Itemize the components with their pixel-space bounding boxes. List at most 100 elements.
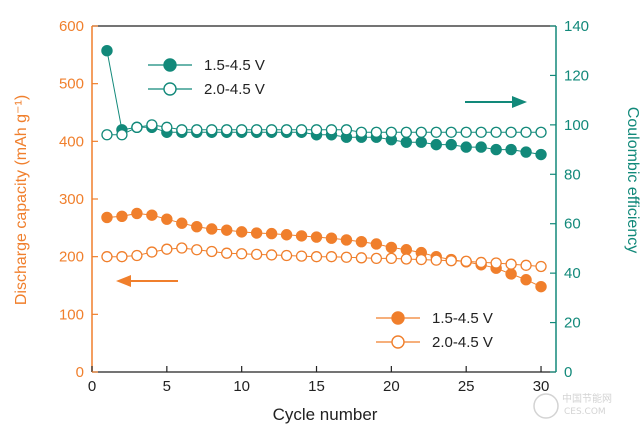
data-point xyxy=(116,210,128,223)
data-point xyxy=(280,249,293,262)
x-tick-label: 25 xyxy=(458,378,475,395)
data-point xyxy=(116,251,128,263)
x-axis-label: Cycle number xyxy=(273,405,378,424)
data-point xyxy=(191,124,203,136)
data-point xyxy=(475,141,487,153)
data-point xyxy=(325,251,338,263)
data-point xyxy=(415,136,427,148)
data-point xyxy=(236,248,248,260)
data-point xyxy=(460,126,472,138)
y-axis-left-label: Discharge capacity (mAh g⁻¹) xyxy=(13,95,30,305)
data-point xyxy=(161,121,173,133)
data-point xyxy=(445,138,457,151)
y-left-tick-label: 100 xyxy=(59,306,84,323)
data-point xyxy=(206,124,218,136)
data-point xyxy=(325,124,338,136)
data-point xyxy=(101,211,113,224)
data-point xyxy=(340,124,353,136)
data-point xyxy=(490,257,502,269)
legend-marker xyxy=(163,58,177,72)
data-point xyxy=(415,126,427,138)
data-point xyxy=(101,251,113,263)
data-point xyxy=(445,126,457,138)
data-point xyxy=(176,124,188,136)
legend-marker xyxy=(391,335,405,349)
data-marks xyxy=(101,45,547,293)
data-point xyxy=(206,245,218,258)
data-point xyxy=(191,220,203,233)
data-point xyxy=(146,246,158,258)
data-point xyxy=(385,252,398,265)
data-point xyxy=(490,143,502,156)
legend-bottom-item-1: 1.5-4.5 V xyxy=(376,310,493,327)
data-point xyxy=(520,146,532,158)
data-point xyxy=(520,259,532,271)
x-tick-label: 20 xyxy=(383,378,400,395)
legend-label: 2.0-4.5 V xyxy=(204,81,265,98)
y-right-tick-label: 100 xyxy=(564,117,589,134)
data-point xyxy=(460,255,472,267)
data-point xyxy=(355,252,368,264)
data-point xyxy=(280,229,293,241)
data-point xyxy=(520,274,532,286)
y-right-tick-label: 60 xyxy=(564,216,581,233)
data-point xyxy=(460,141,472,153)
data-point xyxy=(385,241,398,254)
data-point xyxy=(430,254,442,266)
data-point xyxy=(131,249,143,262)
data-point xyxy=(101,129,113,141)
watermark-logo: 中国节能网 CES.COM xyxy=(533,392,612,419)
data-point xyxy=(475,126,487,138)
data-point xyxy=(265,249,278,261)
legend-marker xyxy=(163,82,177,96)
data-point xyxy=(505,143,517,156)
data-point xyxy=(191,244,203,256)
data-point xyxy=(535,280,547,293)
x-tick-label: 10 xyxy=(233,378,250,395)
data-point xyxy=(131,121,143,133)
right-axis-arrow xyxy=(465,96,527,108)
data-point xyxy=(250,248,263,261)
data-point xyxy=(385,126,398,138)
data-point xyxy=(295,230,308,242)
data-point xyxy=(520,126,532,138)
data-point xyxy=(415,253,427,266)
data-point xyxy=(325,232,338,244)
y-left-tick-label: 500 xyxy=(59,76,84,93)
data-point xyxy=(505,258,517,270)
tick-labels: 0 5 10 15 20 25 300100200300400500600020406080… xyxy=(59,18,589,395)
data-point xyxy=(475,256,487,269)
data-point xyxy=(355,235,368,248)
data-point xyxy=(131,207,143,220)
y-axis-right-label: Coulombic efficiency xyxy=(624,107,640,253)
y-right-tick-label: 40 xyxy=(564,265,581,282)
data-point xyxy=(370,252,383,265)
series-capacity-open xyxy=(101,242,547,273)
data-point xyxy=(340,234,353,246)
data-point xyxy=(221,124,233,136)
x-tick-label: 0 xyxy=(88,378,96,395)
data-point xyxy=(161,243,173,255)
y-right-tick-label: 80 xyxy=(564,166,581,183)
data-point xyxy=(161,213,173,225)
legend-top-item-2: 2.0-4.5 V xyxy=(148,81,265,98)
y-left-tick-label: 200 xyxy=(59,249,84,266)
data-point xyxy=(535,260,547,273)
series-efficiency-open xyxy=(101,119,547,141)
legend-label: 1.5-4.5 V xyxy=(204,57,265,74)
y-right-tick-label: 20 xyxy=(564,315,581,332)
data-point xyxy=(176,217,188,229)
data-point xyxy=(430,126,442,138)
data-point xyxy=(505,268,517,280)
data-point xyxy=(101,45,113,57)
data-point xyxy=(310,124,323,136)
data-point xyxy=(250,227,263,239)
data-point xyxy=(280,124,293,136)
data-point xyxy=(445,255,457,267)
data-point xyxy=(505,126,517,138)
legend-label: 1.5-4.5 V xyxy=(432,310,493,327)
legends: 1.5-4.5 V 2.0-4.5 V 1.5-4.5 V 2.0-4.5 V xyxy=(148,57,493,351)
data-point xyxy=(265,124,278,136)
y-left-tick-label: 300 xyxy=(59,191,84,208)
